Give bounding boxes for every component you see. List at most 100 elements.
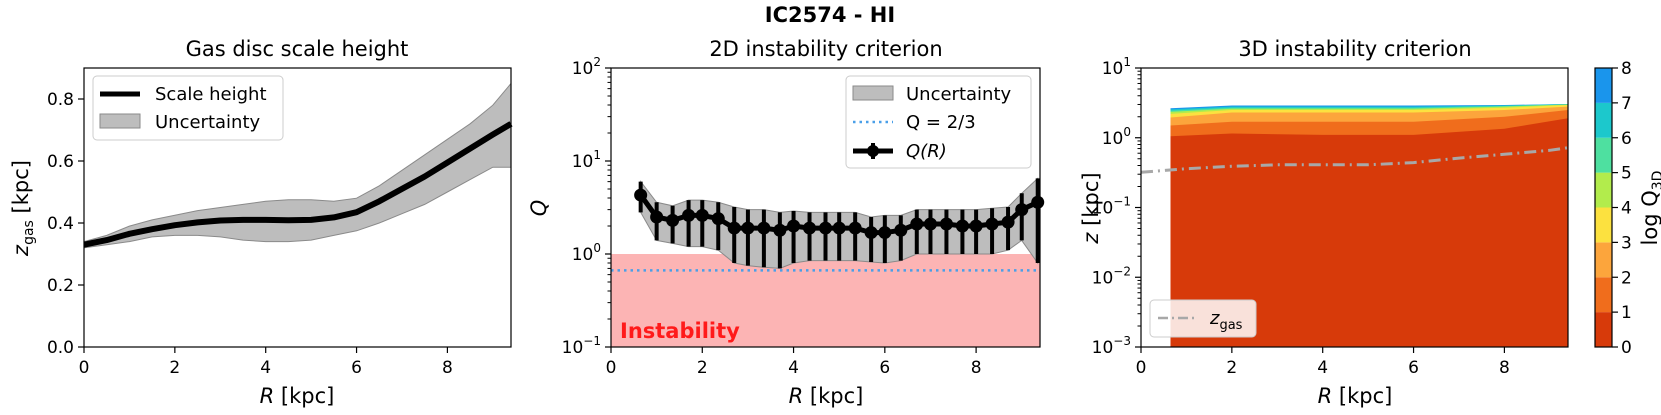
y-tick-label: 100 <box>1102 125 1131 149</box>
panel-scale-height: Gas disc scale height 0 2 4 6 8 0.0 0.2 0.4 0.6… <box>9 37 513 408</box>
q-point <box>695 208 709 222</box>
x-tick-label: 6 <box>879 358 890 378</box>
colorbar-label-sub: 3D <box>1650 171 1661 191</box>
legend-zgas-var: z <box>1209 308 1220 329</box>
colorbar-tick-label: 7 <box>1621 94 1632 114</box>
panel2-xlabel-var: R <box>789 384 804 408</box>
panel1-y-ticks: 0.0 0.2 0.4 0.6 0.8 <box>47 90 84 358</box>
scale-height-line <box>83 121 513 248</box>
y-tick-label: 0.4 <box>47 214 74 234</box>
panel1-ylabel-unit: [kpc] <box>9 160 33 220</box>
q-point <box>910 217 924 231</box>
q-point <box>1015 203 1029 217</box>
y-tick-exponent: 0 <box>1123 125 1131 139</box>
legend-q-uncertainty-swatch <box>852 85 894 101</box>
y-tick-label: 10−2 <box>1092 264 1131 288</box>
q-point <box>727 221 741 235</box>
y-tick-base: 10 <box>1092 338 1114 358</box>
y-tick-label: 0.2 <box>47 276 74 296</box>
colorbar-segment <box>1595 68 1612 103</box>
y-tick-base: 10 <box>572 59 594 79</box>
colorbar-tick-label: 8 <box>1621 59 1632 79</box>
q-point <box>894 223 908 237</box>
zgas-line-path <box>1140 146 1569 174</box>
q-point <box>819 221 832 235</box>
x-tick-label: 0 <box>606 358 617 378</box>
panel1-x-ticks: 0 2 4 6 8 <box>79 347 453 378</box>
colorbar-label: log Q3D <box>1638 171 1661 246</box>
x-tick-label: 6 <box>351 358 362 378</box>
legend-q-points-label: Q(R) <box>906 141 947 162</box>
panel2-ylabel: Q <box>527 200 551 217</box>
y-tick-base: 10 <box>572 152 594 172</box>
legend-threshold-label: Q = 2/3 <box>906 112 976 133</box>
colorbar-tick-label: 1 <box>1621 303 1632 323</box>
panel1-ylabel-sub: gas <box>21 220 37 245</box>
panel1-title: Gas disc scale height <box>186 37 409 61</box>
legend-uncertainty-label: Uncertainty <box>155 112 261 133</box>
y-tick-base: 10 <box>1092 268 1114 288</box>
colorbar-tick-label: 2 <box>1621 268 1632 288</box>
panel1-ylabel: zgas [kpc] <box>9 160 37 257</box>
panel-2d-instability: 2D instability criterion Instability 0 2 4… <box>527 37 1045 408</box>
x-tick-label: 6 <box>1408 358 1419 378</box>
y-tick-exponent: 1 <box>593 148 601 162</box>
panel1-xlabel-var: R <box>260 384 275 408</box>
y-tick-label: 101 <box>572 148 601 172</box>
x-tick-label: 4 <box>260 358 271 378</box>
q-point <box>787 219 801 233</box>
colorbar-tick-label: 0 <box>1621 338 1632 358</box>
panel3-xlabel: R [kpc] <box>1318 384 1393 408</box>
x-tick-label: 4 <box>788 358 799 378</box>
x-tick-label: 2 <box>169 358 180 378</box>
x-tick-label: 4 <box>1317 358 1328 378</box>
panel3-title: 3D instability criterion <box>1238 37 1471 61</box>
legend-scale-height-label: Scale height <box>155 84 267 105</box>
y-tick-label: 102 <box>572 55 601 79</box>
colorbar <box>1595 68 1612 347</box>
q-points <box>634 188 1045 240</box>
y-tick-base: 10 <box>572 245 594 265</box>
zgas-line <box>1140 146 1569 174</box>
colorbar-tick-label: 5 <box>1621 164 1632 184</box>
q-point <box>634 188 648 202</box>
y-tick-label: 100 <box>572 241 601 265</box>
q-point <box>848 221 862 235</box>
colorbar-segment <box>1595 102 1612 138</box>
q-point <box>939 217 953 231</box>
colorbar-segment <box>1595 137 1612 173</box>
colorbar-tick-label: 3 <box>1621 233 1632 253</box>
q-point <box>832 221 846 235</box>
y-tick-exponent: 2 <box>593 55 601 69</box>
q-point <box>955 219 969 233</box>
y-tick-exponent: −1 <box>583 334 601 348</box>
panel2-legend: Uncertainty Q = 2/3 Q(R) <box>845 75 1032 169</box>
panel3-ylabel-var: z <box>1079 232 1103 245</box>
panel1-xlabel-unit: [kpc] <box>274 384 334 408</box>
x-tick-label: 0 <box>79 358 90 378</box>
q-point <box>803 221 817 235</box>
q3d-level-0-to-1 <box>1170 118 1568 347</box>
instability-label: Instability <box>620 319 740 343</box>
legend-uncertainty-swatch <box>99 113 141 129</box>
legend-zgas-sub: gas <box>1219 318 1242 333</box>
figure-suptitle: IC2574 - HI <box>765 3 895 27</box>
q-point <box>864 226 878 240</box>
x-tick-label: 2 <box>1226 358 1237 378</box>
q-point <box>923 217 937 231</box>
panel1-ylabel-var: z <box>9 244 33 257</box>
scale-height-line-path <box>83 121 513 248</box>
y-tick-exponent: 0 <box>593 241 601 255</box>
q-point <box>985 217 999 231</box>
q-point <box>1001 215 1015 229</box>
x-tick-label: 0 <box>1136 358 1147 378</box>
panel1-xlabel: R [kpc] <box>260 384 335 408</box>
y-tick-exponent: −1 <box>1113 195 1131 209</box>
panel1-axes-frame <box>83 67 512 348</box>
y-tick-label: 0.6 <box>47 152 74 172</box>
x-tick-label: 2 <box>697 358 708 378</box>
colorbar-segment <box>1595 172 1612 208</box>
y-tick-label: 10−1 <box>1092 195 1131 219</box>
